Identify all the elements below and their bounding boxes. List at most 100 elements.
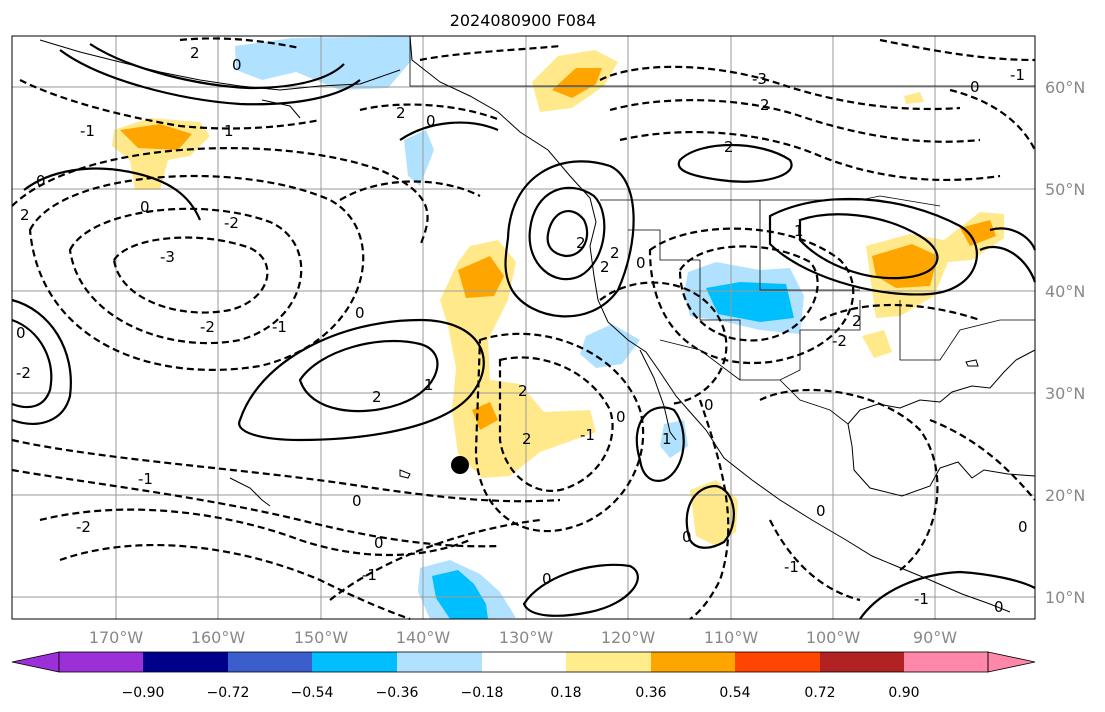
contour-label: 0 (704, 396, 714, 414)
political-borders (409, 36, 1035, 425)
negative-contour (11, 147, 429, 247)
contour-label: 0 (232, 56, 242, 74)
cool-anomaly-area (660, 420, 688, 458)
positive-contour (798, 213, 939, 280)
latitude-labels: 60°N 50°N 40°N 30°N 20°N 10°N (1045, 78, 1085, 607)
colorbar-segment (735, 652, 820, 672)
cool-anomaly-core (432, 570, 488, 619)
negative-contour (179, 37, 301, 50)
map-frame (11, 35, 1036, 620)
contour-label: -2 (224, 214, 239, 232)
graticule (12, 36, 1035, 619)
positive-contour (11, 298, 72, 425)
colorbar-tick-label: 0.18 (550, 685, 581, 701)
contour-label: 2 (610, 244, 620, 262)
lon-label: 120°W (601, 628, 656, 647)
contour-label: 0 (636, 254, 646, 272)
colorbar-tick-label: −0.36 (376, 685, 419, 701)
lon-label: 110°W (704, 628, 759, 647)
lon-label: 150°W (294, 628, 349, 647)
contour-label: -1 (1010, 66, 1025, 84)
negative-contour (949, 88, 1036, 151)
contour-label: 0 (994, 598, 1004, 616)
contour-label: -2 (76, 518, 91, 536)
lat-label: 40°N (1045, 282, 1085, 301)
contour-label: -1 (914, 590, 929, 608)
contour-label: 1 (794, 222, 804, 240)
contour-label: -2 (16, 364, 31, 382)
positive-contour (298, 340, 439, 413)
negative-contour (678, 245, 819, 342)
colorbar-extend-low (11, 651, 60, 673)
positive-contour (685, 484, 735, 549)
lon-label: 140°W (396, 628, 451, 647)
contour-label: 1 (224, 122, 234, 140)
negative-contour (498, 356, 614, 492)
colorbar-segment (820, 652, 904, 672)
contour-label: 2 (518, 382, 528, 400)
contour-label: 2 (600, 258, 610, 276)
contour-label: 2 (852, 312, 862, 330)
positive-contour (11, 318, 53, 409)
positive-contour (23, 167, 202, 221)
colorbar-tick-label: −0.54 (291, 685, 334, 701)
negative-contour (39, 508, 471, 557)
negative-contour (339, 180, 481, 201)
negative-contour (112, 236, 269, 314)
colorbar-segment (59, 652, 143, 672)
positive-contour (504, 160, 635, 318)
contour-label: 0 (426, 112, 436, 130)
coastlines (39, 35, 1036, 613)
longitude-labels: 170°W 160°W 150°W 140°W 130°W 120°W 110°… (89, 628, 957, 647)
negative-contour (359, 103, 501, 122)
contour-label: 2 (724, 138, 734, 156)
negative-contour (59, 543, 411, 621)
negative-contour (68, 207, 303, 345)
positive-contour (979, 245, 1037, 283)
negative-contour (759, 388, 939, 571)
contour-label: -1 (272, 318, 287, 336)
warm-anomaly-core (120, 124, 192, 150)
contour-label: 0 (616, 408, 626, 426)
negative-contour (28, 174, 365, 371)
contour-label: -3 (160, 248, 175, 266)
positive-contour (522, 563, 639, 617)
negative-contour (599, 65, 961, 111)
lon-label: 130°W (499, 628, 554, 647)
positive-contour (859, 570, 1036, 620)
contour-label: -1 (80, 122, 95, 140)
contour-label: 0 (374, 534, 384, 552)
positive-contour (89, 43, 345, 90)
negative-contour (689, 399, 730, 620)
warm-anomaly-core (458, 256, 504, 298)
cool-anomaly-area (235, 36, 412, 90)
negative-contour (769, 519, 861, 602)
negative-contour (879, 38, 1036, 62)
contour-label: 2 (522, 430, 532, 448)
cool-anomaly-core (706, 282, 794, 322)
lon-label: 170°W (89, 628, 144, 647)
contour-label: 0 (355, 304, 365, 322)
contour-label: 0 (542, 570, 552, 588)
contour-label: 1 (424, 376, 434, 394)
negative-contour (11, 438, 561, 503)
colorbar-tick-label: 0.90 (888, 685, 919, 701)
contour-label: 0 (140, 198, 150, 216)
positive-contour (768, 197, 978, 296)
map-panel: 2 1 0 -1 -2 -3 -2 0 0 -1 1 2 0 2 0 2 2 2… (11, 35, 1037, 621)
negative-contour (619, 130, 1001, 182)
lat-label: 30°N (1045, 384, 1085, 403)
colorbar-tick-label: −0.18 (461, 685, 504, 701)
colorbar-tick-label: 0.54 (719, 685, 750, 701)
lon-label: 160°W (191, 628, 246, 647)
colorbar-segment (312, 652, 397, 672)
contour-label: -3 (752, 70, 767, 88)
colorbar-segment (566, 652, 651, 672)
warm-anomaly-core (552, 68, 602, 98)
negative-contour (329, 518, 541, 601)
colorbar-tick-label: 0.72 (804, 685, 835, 701)
colorbar-segment (904, 652, 988, 672)
negative-contour (419, 44, 561, 62)
contour-label: 0 (816, 502, 826, 520)
